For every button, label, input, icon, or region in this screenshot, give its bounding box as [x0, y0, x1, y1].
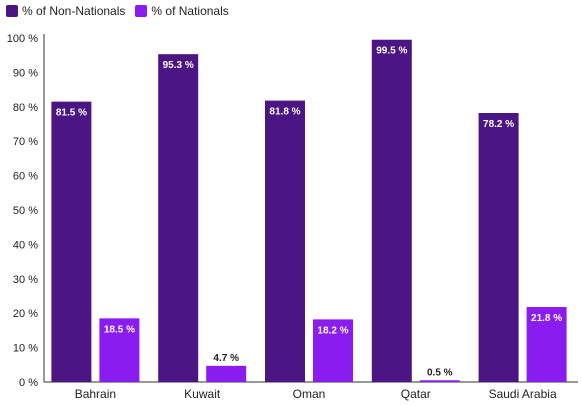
- data-label: 0.5 %: [427, 367, 453, 378]
- legend-swatch-nationals: [135, 5, 148, 17]
- legend-item-non-nationals: % of Non-Nationals: [6, 4, 125, 18]
- data-label: 18.2 %: [317, 325, 348, 336]
- data-label: 81.5 %: [56, 108, 87, 119]
- y-tick-label: 90 %: [13, 67, 38, 79]
- legend-label-non-nationals: % of Non-Nationals: [22, 4, 126, 18]
- x-tick-label: Oman: [293, 387, 326, 401]
- data-label: 4.7 %: [213, 353, 239, 364]
- data-label: 95.3 %: [163, 60, 194, 71]
- x-tick-label: Kuwait: [184, 387, 221, 401]
- y-tick-label: 0 %: [19, 377, 38, 389]
- y-tick-label: 10 %: [13, 343, 38, 355]
- bar-non-nationals: [371, 39, 412, 382]
- y-tick-label: 60 %: [13, 171, 38, 183]
- data-label: 78.2 %: [483, 119, 514, 130]
- y-tick-label: 70 %: [13, 136, 38, 148]
- data-label: 18.5 %: [104, 324, 135, 335]
- x-tick-label: Saudi Arabia: [489, 387, 557, 401]
- bar-non-nationals: [478, 112, 519, 382]
- bar-nationals: [206, 365, 247, 382]
- bar-nationals: [526, 307, 567, 382]
- y-tick-label: 50 %: [13, 205, 38, 217]
- data-label: 81.8 %: [269, 107, 300, 118]
- bar-non-nationals: [158, 54, 199, 382]
- bar-non-nationals: [265, 100, 305, 382]
- y-tick-label: 40 %: [13, 239, 38, 251]
- legend-label-nationals: % of Nationals: [151, 4, 229, 18]
- y-tick-label: 80 %: [13, 102, 38, 114]
- bar-nationals: [313, 319, 353, 382]
- legend: % of Non-Nationals % of Nationals: [6, 4, 239, 18]
- bar-nationals: [99, 318, 140, 382]
- x-tick-label: Qatar: [401, 387, 431, 401]
- legend-swatch-non-nationals: [6, 5, 18, 17]
- y-tick-label: 100 %: [7, 33, 38, 45]
- data-label: 21.8 %: [531, 313, 562, 324]
- x-tick-label: Bahrain: [75, 387, 116, 401]
- data-label: 99.5 %: [376, 46, 407, 57]
- bar-non-nationals: [51, 101, 92, 382]
- y-tick-label: 20 %: [13, 308, 38, 320]
- legend-item-nationals: % of Nationals: [135, 4, 229, 18]
- y-tick-label: 30 %: [13, 274, 38, 286]
- bar-nationals: [419, 380, 460, 382]
